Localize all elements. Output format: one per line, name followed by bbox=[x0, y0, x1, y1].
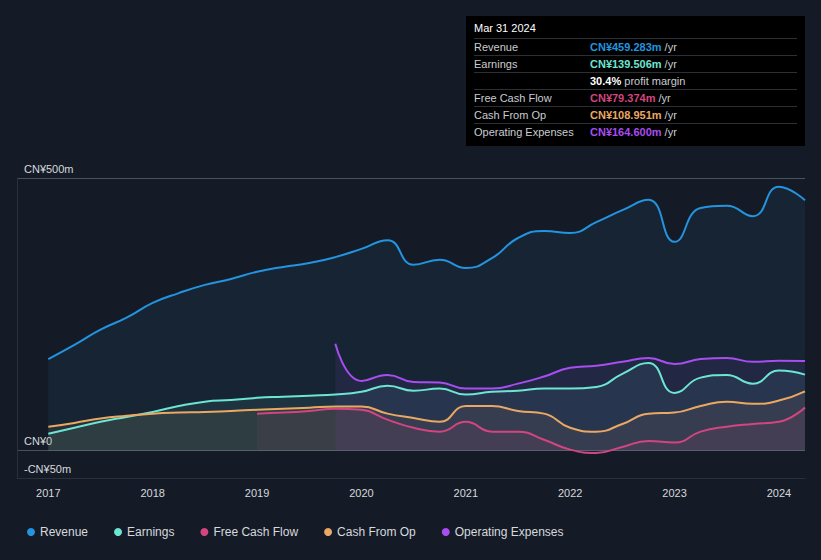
svg-text:2021: 2021 bbox=[454, 487, 478, 499]
html-text:Revenue: Revenue bbox=[474, 41, 518, 53]
html-text:Free Cash Flow: Free Cash Flow bbox=[474, 92, 552, 104]
html-text:CN¥79.374m /yr: CN¥79.374m /yr bbox=[590, 92, 671, 104]
html-text:Earnings: Earnings bbox=[474, 58, 518, 70]
html-text:CN¥108.951m /yr: CN¥108.951m /yr bbox=[590, 109, 677, 121]
svg-text:Free Cash Flow: Free Cash Flow bbox=[213, 525, 298, 539]
html-text:CN¥139.506m /yr: CN¥139.506m /yr bbox=[590, 58, 677, 70]
svg-text:Earnings: Earnings bbox=[127, 525, 174, 539]
svg-text:-CN¥50m: -CN¥50m bbox=[24, 463, 71, 475]
svg-text:2023: 2023 bbox=[662, 487, 686, 499]
html-text:CN¥459.283m /yr: CN¥459.283m /yr bbox=[590, 41, 677, 53]
html-text:Mar 31 2024: Mar 31 2024 bbox=[474, 22, 536, 34]
svg-text:CN¥0: CN¥0 bbox=[24, 435, 52, 447]
svg-text:2018: 2018 bbox=[140, 487, 164, 499]
html-text:30.4% profit margin: 30.4% profit margin bbox=[590, 75, 686, 87]
svg-text:CN¥500m: CN¥500m bbox=[24, 163, 74, 175]
html-text:Cash From Op: Cash From Op bbox=[474, 109, 547, 121]
svg-text:2019: 2019 bbox=[245, 487, 269, 499]
svg-text:2017: 2017 bbox=[36, 487, 60, 499]
svg-text:2022: 2022 bbox=[558, 487, 582, 499]
svg-text:2020: 2020 bbox=[349, 487, 373, 499]
svg-text:Cash From Op: Cash From Op bbox=[337, 525, 416, 539]
svg-text:2024: 2024 bbox=[767, 487, 791, 499]
svg-text:Operating Expenses: Operating Expenses bbox=[455, 525, 564, 539]
html-text:CN¥164.600m /yr: CN¥164.600m /yr bbox=[590, 126, 677, 138]
svg-text:Revenue: Revenue bbox=[40, 525, 88, 539]
html-text:Operating Expenses: Operating Expenses bbox=[474, 126, 574, 138]
